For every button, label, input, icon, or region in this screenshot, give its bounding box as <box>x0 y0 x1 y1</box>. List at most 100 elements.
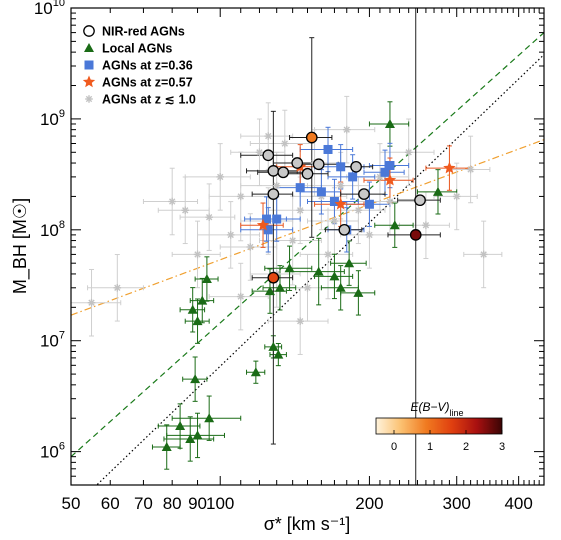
x-tick-label: 60 <box>101 494 120 513</box>
asterisk-stroke <box>205 213 213 221</box>
colorbar-bar <box>375 417 503 435</box>
asterisk-stroke <box>227 231 234 239</box>
circle-point <box>267 188 280 200</box>
triangle-point <box>175 421 186 431</box>
asterisk-stroke <box>297 207 304 214</box>
triangle-point <box>274 282 285 292</box>
square-point <box>380 167 390 177</box>
asterisk-stroke <box>467 166 474 173</box>
asterisk-stroke <box>289 237 296 244</box>
y-tick-label: 106 <box>40 441 65 462</box>
asterisk-stroke <box>194 251 201 258</box>
asterisk-point <box>205 213 213 221</box>
circle-point <box>291 157 304 169</box>
asterisk-point <box>246 243 255 251</box>
asterisk-stroke <box>256 149 263 156</box>
asterisk-point <box>365 231 374 239</box>
triangle-point <box>344 258 355 268</box>
guide-lines <box>71 32 544 485</box>
asterisk-point <box>193 250 202 259</box>
legend-circle-icon <box>83 25 95 37</box>
asterisk-stroke <box>217 173 224 181</box>
asterisk-point <box>452 192 461 201</box>
triangle-point <box>353 287 364 297</box>
circle-point <box>350 160 362 173</box>
asterisk-stroke <box>304 284 311 291</box>
y-tick-base: 10 <box>40 443 59 462</box>
asterisk-point <box>354 206 363 215</box>
asterisk-point <box>113 283 122 292</box>
circle-point <box>267 165 280 177</box>
x-tick-label: 300 <box>443 494 471 513</box>
legend-label: AGNs at z ≲ 1.0 <box>102 93 196 107</box>
asterisk-point <box>479 250 488 259</box>
triangle-point <box>192 430 203 440</box>
square-point <box>364 199 374 209</box>
triangle-point <box>284 263 295 273</box>
y-tick-base: 10 <box>40 110 59 129</box>
asterisk-point <box>264 132 273 140</box>
asterisk-point <box>181 206 190 215</box>
asterisk-point <box>342 125 351 134</box>
colorbar-title-main: E(B−V) <box>410 400 449 414</box>
colorbar-ticks: 0 1 2 3 <box>391 430 505 453</box>
triangle-point <box>190 374 201 384</box>
y-tick-base: 10 <box>40 221 59 240</box>
colorbar: E(B−V)line 0 1 2 3 <box>375 400 505 453</box>
asterisk-stroke <box>265 132 272 140</box>
x-tick-label: 400 <box>504 494 532 513</box>
star-point <box>443 161 456 174</box>
legend: NIR-red AGNs Local AGNs AGNs at z=0.36 AGNs… <box>82 25 196 107</box>
y-tick-base: 10 <box>34 0 53 18</box>
asterisk-stroke <box>237 193 244 200</box>
circle-point <box>312 158 325 171</box>
asterisk-point <box>168 197 176 206</box>
square-point <box>329 196 339 206</box>
square-point <box>385 161 395 171</box>
square-point <box>316 187 326 197</box>
star-point <box>256 218 270 231</box>
colorbar-tick-label: 1 <box>427 441 433 453</box>
asterisk-stroke <box>355 207 362 214</box>
asterisk-point <box>288 236 297 245</box>
guide-line-dotted <box>95 54 544 485</box>
asterisk-point <box>422 221 430 230</box>
circle-point <box>262 149 275 162</box>
circle-point <box>338 223 351 236</box>
asterisk-stroke <box>331 217 338 225</box>
square-point <box>262 214 272 224</box>
y-tick-exponent: 9 <box>59 108 65 120</box>
x-tick-label: 200 <box>355 494 383 513</box>
asterisk-stroke <box>114 284 121 291</box>
asterisk-point <box>336 181 345 190</box>
asterisk-point <box>272 181 281 190</box>
asterisk-point <box>236 192 245 201</box>
y-tick-exponent: 8 <box>59 219 65 231</box>
guide-line-dashed <box>71 32 544 458</box>
triangle-point <box>161 442 172 452</box>
asterisk-point <box>216 173 225 181</box>
x-tick-label: 80 <box>163 494 182 513</box>
legend-square-icon <box>84 60 94 70</box>
asterisk-stroke <box>422 222 430 229</box>
y-tick-exponent: 10 <box>53 0 65 9</box>
axis-ticks <box>70 7 545 486</box>
triangle-point <box>268 341 279 351</box>
asterisk-stroke <box>281 140 289 147</box>
x-axis-title: σ* [km s⁻¹] <box>264 514 351 534</box>
y-tick-exponent: 6 <box>59 441 65 453</box>
star-point <box>334 197 347 210</box>
guide-line-dashdot <box>71 139 544 316</box>
asterisk-point <box>281 139 289 148</box>
circle-point <box>277 166 290 179</box>
legend-label: AGNs at z=0.57 <box>102 76 193 90</box>
colorbar-tick-label: 0 <box>391 441 397 453</box>
triangle-point <box>432 186 443 196</box>
y-tick-base: 10 <box>40 332 59 351</box>
asterisk-stroke <box>453 193 460 200</box>
asterisk-point <box>87 298 96 307</box>
colorbar-title: E(B−V)line <box>410 400 463 418</box>
triangle-point <box>273 349 284 359</box>
legend-label: AGNs at z=0.36 <box>102 59 193 73</box>
